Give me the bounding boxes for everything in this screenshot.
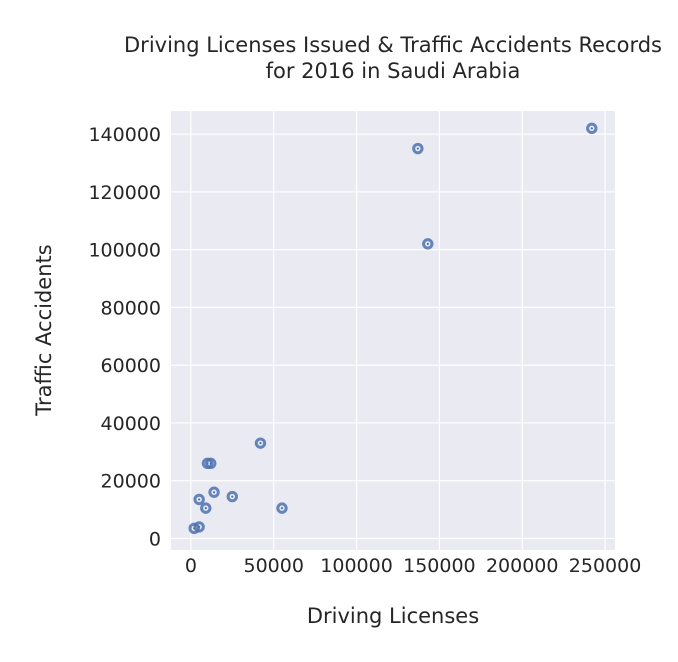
scatter-point-ring bbox=[422, 238, 434, 250]
scatter-point bbox=[254, 437, 267, 449]
y-axis-label: Traffic Accidents bbox=[32, 244, 56, 416]
scatter-point-ring bbox=[208, 486, 220, 498]
x-tick-label: 150000 bbox=[403, 555, 476, 577]
chart-title-line-2: for 2016 in Saudi Arabia bbox=[266, 59, 521, 83]
scatter-point-core bbox=[590, 127, 593, 130]
x-tick-label: 50000 bbox=[243, 555, 303, 577]
x-tick-label: 0 bbox=[185, 555, 197, 577]
scatter-point bbox=[276, 502, 288, 514]
y-tick-label: 20000 bbox=[101, 471, 161, 493]
y-tick-label: 80000 bbox=[101, 297, 161, 319]
scatter-point-core bbox=[231, 495, 234, 498]
scatter-point-core bbox=[280, 507, 284, 510]
x-axis-ticks: 0 50000 100000 150000 200000 250000 bbox=[185, 555, 641, 577]
data-points bbox=[188, 122, 598, 535]
x-axis-label: Driving Licenses bbox=[307, 604, 479, 628]
x-tick-label: 250000 bbox=[569, 555, 642, 577]
scatter-point-ring bbox=[200, 502, 212, 514]
y-tick-label: 120000 bbox=[88, 182, 161, 204]
scatter-point-core bbox=[212, 491, 216, 494]
scatter-point-core bbox=[198, 498, 201, 501]
scatter-point-ring bbox=[193, 493, 205, 506]
x-tick-label: 200000 bbox=[486, 555, 559, 577]
scatter-point bbox=[208, 486, 220, 498]
y-axis-ticks: 0 20000 40000 60000 80000 100000 120000 140000 bbox=[88, 124, 161, 550]
scatter-point-ring bbox=[226, 490, 238, 503]
chart-title-line-1: Driving Licenses Issued & Traffic Accide… bbox=[124, 33, 662, 57]
scatter-point-ring bbox=[205, 457, 217, 470]
scatter-point-ring bbox=[276, 502, 288, 514]
grid-lines bbox=[171, 111, 615, 550]
scatter-point-core bbox=[193, 527, 196, 530]
scatter-point-core bbox=[259, 442, 262, 445]
scatter-point bbox=[193, 493, 205, 506]
scatter-point bbox=[226, 490, 238, 503]
x-tick-label: 100000 bbox=[320, 555, 393, 577]
plot-area bbox=[171, 111, 615, 550]
y-tick-label: 40000 bbox=[101, 413, 161, 435]
scatter-point-ring bbox=[586, 122, 598, 135]
scatter-point-core bbox=[204, 507, 207, 510]
scatter-point bbox=[422, 238, 434, 250]
y-tick-label: 0 bbox=[149, 528, 161, 550]
scatter-point bbox=[200, 502, 212, 514]
scatter-point bbox=[188, 522, 200, 535]
y-tick-label: 140000 bbox=[88, 124, 161, 146]
scatter-point-ring bbox=[188, 522, 200, 535]
y-tick-label: 100000 bbox=[88, 240, 161, 262]
scatter-point-ring bbox=[412, 142, 424, 155]
scatter-point-core bbox=[416, 147, 419, 150]
scatter-point bbox=[205, 457, 217, 470]
scatter-point bbox=[586, 122, 598, 135]
scatter-point-ring bbox=[254, 437, 267, 449]
y-tick-label: 60000 bbox=[101, 355, 161, 377]
scatter-point-core bbox=[426, 242, 429, 245]
scatter-point bbox=[412, 142, 424, 155]
scatter-point-core bbox=[209, 462, 212, 465]
